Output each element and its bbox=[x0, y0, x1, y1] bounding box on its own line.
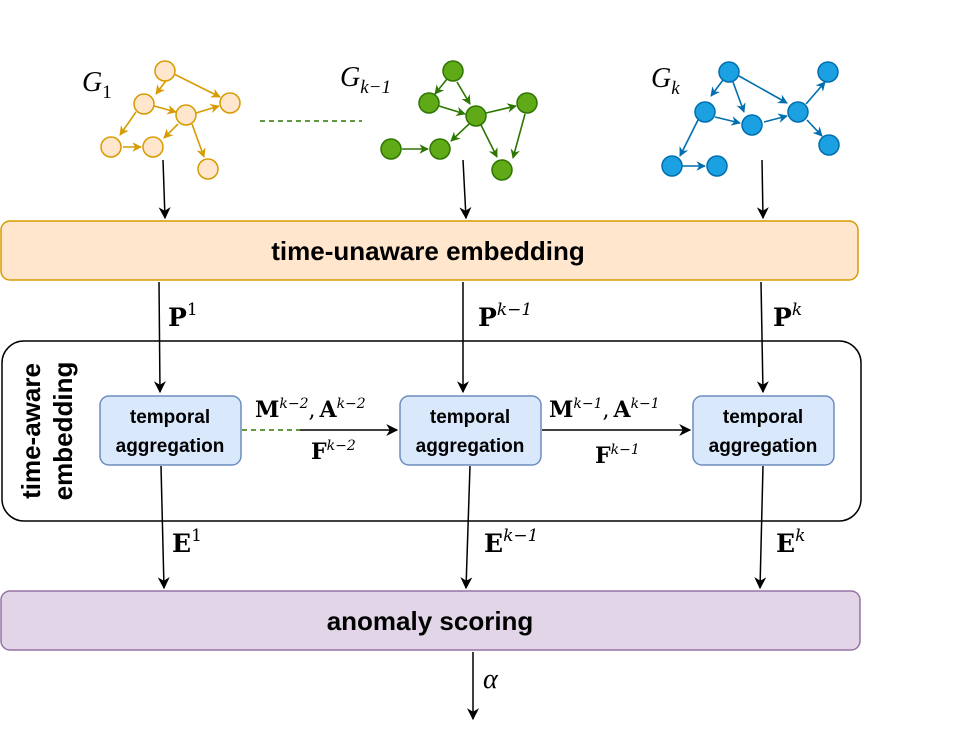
ma-k2-label: Mk−2, Ak−2 bbox=[255, 396, 366, 423]
pk-label: Pk bbox=[773, 300, 802, 332]
temporal-aggregation-2: temporal aggregation bbox=[399, 395, 542, 466]
graph-gk1-edges bbox=[402, 78, 526, 159]
f-k2-label: Fk−2 bbox=[311, 438, 356, 465]
ma-k1-label: Mk−1, Ak−1 bbox=[549, 396, 660, 423]
graph-gk1-nodes bbox=[380, 60, 538, 181]
graph-gk-label: Gk bbox=[651, 63, 680, 99]
e1-label: E1 bbox=[172, 526, 202, 558]
pk1-label: Pk−1 bbox=[478, 300, 532, 332]
agg2-line2: aggregation bbox=[416, 436, 525, 457]
svg-text:time-aware: time-aware bbox=[16, 363, 46, 499]
time-unaware-embedding-block: time-unaware embedding bbox=[0, 220, 859, 281]
graph-gk1-label: Gk−1 bbox=[340, 62, 391, 98]
temporal-aggregation-3: temporal aggregation bbox=[692, 395, 835, 466]
anomaly-scoring-block: anomaly scoring bbox=[0, 590, 861, 651]
temporal-aggregation-1: temporal aggregation bbox=[99, 395, 242, 466]
anomaly-scoring-label: anomaly scoring bbox=[327, 606, 534, 636]
graph-gk1: Gk−1 bbox=[340, 60, 538, 181]
alpha-output-label: α bbox=[483, 664, 499, 695]
p1-label: P1 bbox=[168, 300, 198, 332]
time-aware-embedding-label: time-aware embedding bbox=[16, 362, 78, 501]
agg1-line1: temporal bbox=[130, 407, 210, 428]
svg-text:embedding: embedding bbox=[48, 362, 78, 501]
graph-g1-label: G1 bbox=[82, 67, 112, 103]
graph-g1: G1 bbox=[82, 60, 241, 180]
graph-gk-nodes bbox=[661, 61, 840, 177]
graph-g1-edges bbox=[119, 73, 221, 158]
agg3-line2: aggregation bbox=[709, 436, 818, 457]
ek1-label: Ek−1 bbox=[484, 526, 538, 558]
aggregation-to-scoring-arrows bbox=[157, 465, 767, 590]
ek-label: Ek bbox=[776, 526, 805, 558]
graph-to-embedding-arrows bbox=[158, 159, 769, 220]
agg1-line2: aggregation bbox=[116, 436, 225, 457]
agg3-line1: temporal bbox=[723, 407, 803, 428]
time-aware-embedding-container: time-aware embedding bbox=[1, 340, 862, 522]
graph-g1-nodes bbox=[100, 60, 241, 180]
embedding-to-aggregation-arrows bbox=[153, 281, 769, 394]
time-unaware-embedding-label: time-unaware embedding bbox=[271, 236, 585, 266]
graph-gk-edges bbox=[679, 75, 826, 171]
agg2-line1: temporal bbox=[430, 407, 510, 428]
graph-gk: Gk bbox=[651, 61, 840, 177]
f-k1-label: Fk−1 bbox=[595, 442, 640, 469]
